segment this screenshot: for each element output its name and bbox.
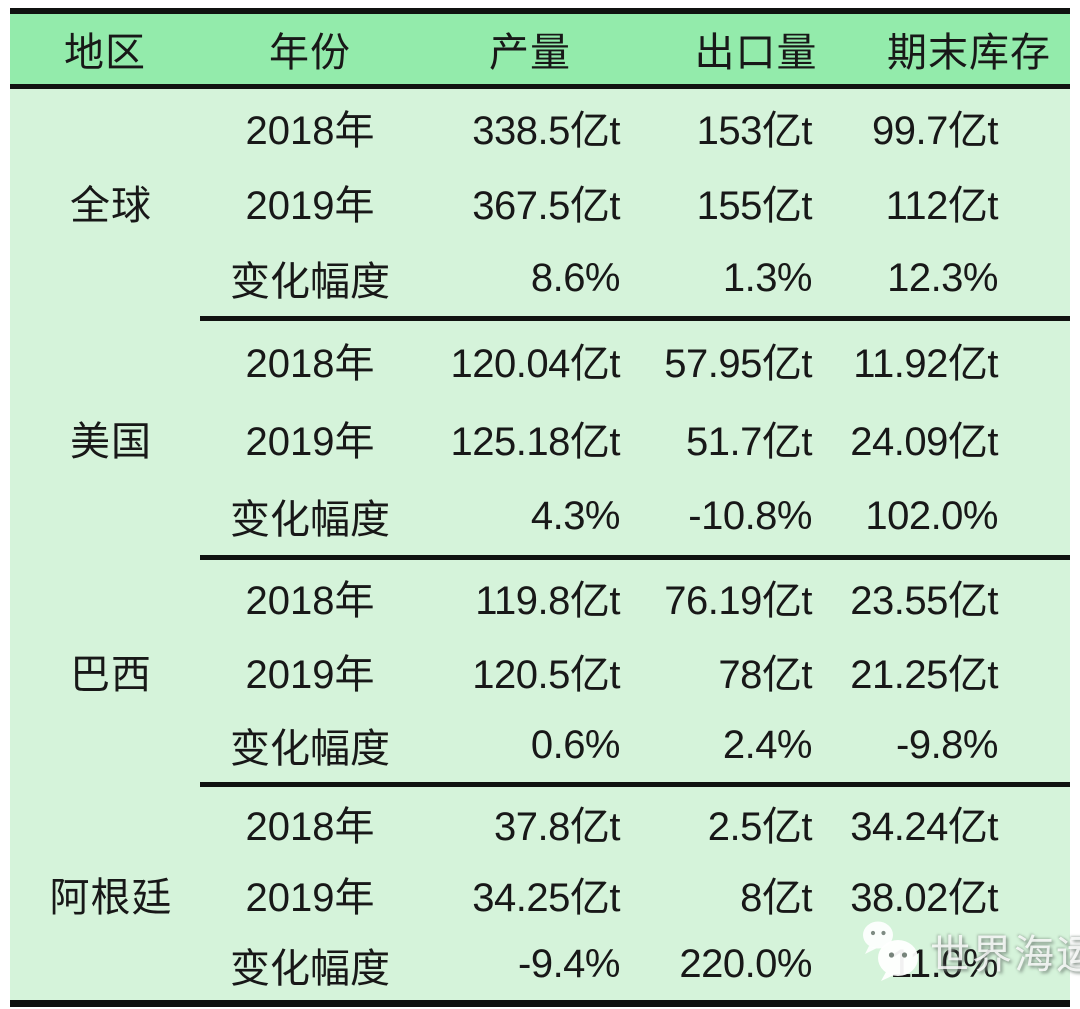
cell-ending-stock: 11.92亿t (853, 342, 998, 386)
cell-export: 57.95亿t (664, 342, 812, 386)
cell-year: 变化幅度 (230, 498, 390, 542)
table-body: 全球 2018年 338.5亿t 153亿t 99.7亿t 2019年 367.… (10, 89, 1070, 1000)
table-header-row: 地区 年份 产量 出口量 期末库存 (10, 14, 1070, 84)
cell-export: 153亿t (696, 108, 813, 153)
cell-year: 2018年 (245, 804, 375, 849)
column-header-production: 产量 (489, 31, 571, 75)
cell-production: 338.5亿t (472, 108, 620, 153)
column-header-ending-stock: 期末库存 (887, 31, 1051, 75)
cell-production: 119.8亿t (475, 579, 620, 623)
block-divider-rule (10, 555, 1070, 560)
cell-production: 367.5亿t (472, 184, 620, 229)
cell-export: -10.8% (688, 493, 812, 538)
cell-export: 1.3% (722, 255, 813, 300)
cell-year: 变化幅度 (230, 260, 390, 305)
commodity-stats-table: 地区 年份 产量 出口量 期末库存 全球 2018年 338.5亿t 153亿t… (10, 8, 1070, 1007)
cell-production: 34.25亿t (472, 875, 620, 920)
cell-export: 155亿t (696, 184, 813, 229)
cell-production: 120.5亿t (472, 653, 620, 697)
cell-year: 2019年 (245, 420, 375, 464)
region-name: 美国 (70, 420, 152, 464)
region-block-global: 全球 2018年 338.5亿t 153亿t 99.7亿t 2019年 367.… (10, 89, 1070, 316)
cell-year: 变化幅度 (230, 727, 390, 771)
column-header-export: 出口量 (694, 31, 818, 75)
cell-ending-stock: 99.7亿t (872, 108, 998, 153)
region-block-usa: 美国 2018年 120.04亿t 57.95亿t 11.92亿t 2019年 … (10, 321, 1070, 555)
block-divider-rule (10, 316, 1070, 321)
cell-production: 8.6% (530, 255, 621, 300)
cell-year: 变化幅度 (230, 946, 390, 991)
cell-year: 2018年 (245, 108, 375, 153)
cell-export: 220.0% (679, 942, 812, 986)
cell-export: 8亿t (740, 875, 812, 920)
table-top-rule (10, 8, 1070, 14)
column-header-year: 年份 (269, 31, 351, 75)
cell-ending-stock: 12.3% (887, 255, 998, 300)
table-bottom-rule (10, 1000, 1070, 1007)
cell-export: 2.5亿t (707, 804, 813, 849)
cell-production: -9.4% (518, 942, 621, 986)
header-divider-rule (10, 84, 1070, 89)
cell-year: 2018年 (245, 579, 375, 623)
cell-ending-stock: 23.55亿t (850, 579, 998, 623)
cell-ending-stock: 21.25亿t (850, 653, 998, 697)
cell-production: 4.3% (530, 493, 621, 538)
cell-year: 2018年 (245, 342, 375, 386)
cell-ending-stock: 38.02亿t (850, 875, 998, 920)
cell-year: 2019年 (245, 875, 375, 920)
cell-year: 2019年 (245, 184, 375, 229)
cell-export: 51.7亿t (686, 420, 812, 464)
region-name: 全球 (70, 184, 152, 229)
cell-ending-stock: 112亿t (885, 184, 999, 229)
block-divider-rule (10, 782, 1070, 787)
cell-ending-stock: 11.0% (890, 942, 998, 986)
cell-ending-stock: -9.8% (896, 722, 999, 767)
cell-production: 120.04亿t (450, 342, 621, 386)
cell-ending-stock: 102.0% (865, 493, 998, 538)
region-block-argentina: 阿根廷 2018年 37.8亿t 2.5亿t 34.24亿t 2019年 34.… (10, 787, 1070, 1000)
cell-production: 125.18亿t (450, 420, 621, 464)
region-block-brazil: 巴西 2018年 119.8亿t 76.19亿t 23.55亿t 2019年 1… (10, 560, 1070, 782)
column-header-region: 地区 (64, 31, 146, 75)
cell-ending-stock: 24.09亿t (850, 420, 998, 464)
cell-production: 37.8亿t (494, 804, 620, 849)
region-name: 阿根廷 (49, 875, 173, 920)
cell-production: 0.6% (530, 722, 621, 767)
cell-ending-stock: 34.24亿t (850, 804, 998, 849)
cell-export: 78亿t (718, 653, 812, 697)
cell-export: 76.19亿t (664, 579, 812, 623)
region-name: 巴西 (70, 653, 152, 697)
cell-year: 2019年 (245, 653, 375, 697)
cell-export: 2.4% (722, 722, 813, 767)
